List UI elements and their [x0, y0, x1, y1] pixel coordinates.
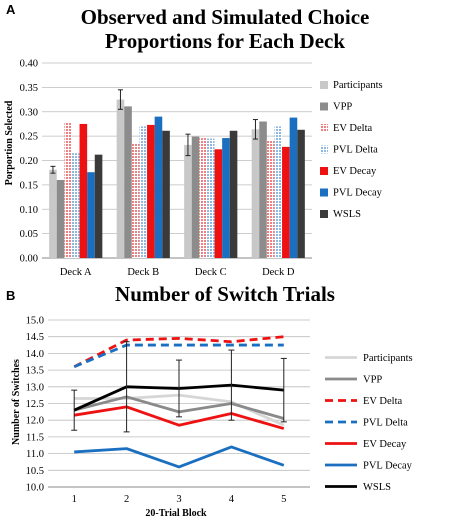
chart-a-ytick-label: 0.05 [20, 229, 38, 240]
bar-deck-a-vpp [56, 180, 65, 258]
chart-a-xtick-label: Deck C [195, 267, 227, 278]
legend-a-swatch-wsls [320, 210, 328, 218]
bar-deck-c-pvl-delta [206, 138, 215, 258]
bar-deck-d-pvl-delta [274, 126, 283, 258]
bar-deck-c-ev-delta [199, 138, 207, 258]
bar-deck-c-participants [184, 144, 192, 258]
chart-b-xtick-label: 1 [72, 494, 77, 505]
bar-deck-c-ev-decay [214, 149, 223, 258]
chart-a-ytick-label: 0.25 [20, 132, 38, 143]
chart-b-ytick-label: 13.5 [26, 366, 44, 377]
chart-b-ytick-label: 15.0 [26, 316, 44, 327]
bar-deck-d-ev-decay [282, 146, 290, 258]
chart-b-plot: 10.0 10.5 11.0 11.5 12.0 12.5 13.0 13.5 14.0 14.5… [26, 316, 310, 505]
chart-b-ytick-label: 13.0 [26, 382, 44, 393]
bar-deck-d-pvl-decay [289, 117, 298, 258]
chart-a-ytick-label: 0.40 [20, 59, 38, 70]
chart-b-xtick-label: 4 [229, 494, 235, 505]
chart-b-ytick-label: 12.5 [26, 399, 44, 410]
bar-deck-d-participants [251, 129, 260, 258]
bar-deck-b-participants [116, 99, 125, 258]
chart-a-ytick-label: 0.15 [20, 180, 38, 191]
chart-a-xtick-label: Deck D [262, 267, 295, 278]
legend-a-swatch-ev-decay [320, 167, 328, 175]
legend-b-label-pvl-delta: PVL Delta [363, 418, 408, 429]
chart-b-ytick-label: 14.0 [26, 349, 44, 360]
legend-b-label-pvl-decay: PVL Decay [363, 461, 413, 472]
bar-deck-d-wsls [297, 129, 305, 258]
legend-b-label-ev-decay: EV Decay [363, 439, 407, 450]
bar-deck-c-wsls [229, 130, 238, 258]
chart-b-ytick-label: 11.0 [26, 449, 44, 460]
legend-a-label-vpp: VPP [333, 102, 352, 113]
line-pvl-decay [74, 445, 285, 469]
chart-a-xtick-label: Deck A [60, 267, 92, 278]
bar-deck-c-vpp [191, 136, 200, 258]
legend-a-swatch-pvl-delta [320, 145, 328, 154]
chart-b-title: Number of Switch Trials [115, 282, 335, 306]
line-pvl-delta [73, 343, 284, 369]
chart-b-ytick-label: 12.0 [26, 416, 44, 427]
legend-a-label-pvl-delta: PVL Delta [333, 145, 378, 156]
legend-a-label-participants: Participants [333, 80, 383, 91]
chart-b-ytick-label: 10.0 [26, 483, 44, 494]
legend-a-swatch-participants [320, 81, 328, 89]
chart-b-ylabel: Number of Switches [11, 359, 22, 445]
chart-a-ytick-label: 0.35 [20, 83, 38, 94]
panel-b-letter: B [6, 288, 15, 303]
bar-deck-c-pvl-decay [222, 138, 230, 258]
chart-b-legend: Participants VPP EV Delta PVL Delta EV Decay… [325, 353, 413, 493]
legend-b-label-wsls: WSLS [363, 482, 391, 493]
bar-deck-a-ev-decay [79, 123, 88, 258]
chart-a-title-line-2: Proportions for Each Deck [105, 29, 345, 53]
chart-a-ylabel: Porportion Selected [4, 100, 15, 185]
legend-b-label-ev-delta: EV Delta [363, 396, 403, 407]
legend-b-label-vpp: VPP [363, 375, 382, 386]
chart-a-ytick-label: 0.00 [20, 254, 38, 265]
legend-a-label-pvl-decay: PVL Decay [333, 188, 383, 199]
bar-deck-b-ev-decay [147, 124, 155, 258]
bar-deck-b-vpp [124, 106, 132, 258]
line-ev-delta [73, 335, 284, 369]
legend-a-label-ev-delta: EV Delta [333, 123, 373, 134]
bar-deck-a-pvl-delta [71, 153, 80, 258]
bar-deck-b-ev-delta [131, 143, 140, 258]
legend-a-label-wsls: WSLS [333, 209, 361, 220]
chart-a-ytick-label: 0.20 [20, 156, 38, 167]
bar-deck-a-ev-delta [64, 122, 72, 258]
bar-deck-d-vpp [259, 121, 267, 258]
bar-deck-b-pvl-delta [139, 126, 148, 258]
chart-a-title-line-1: Observed and Simulated Choice [81, 5, 370, 29]
bar-deck-b-pvl-decay [154, 116, 163, 258]
chart-b-xtick-label: 5 [281, 494, 286, 505]
chart-a-xtick-label: Deck B [127, 267, 159, 278]
chart-b-ytick-label: 10.5 [26, 466, 44, 477]
chart-b-xtick-label: 3 [176, 494, 181, 505]
chart-a-plot: 0.00 0.05 0.10 0.15 0.20 0.25 0.30 0.35 0.40 Deck… [20, 59, 312, 278]
chart-b-ytick-label: 14.5 [26, 332, 44, 343]
legend-a-swatch-vpp [320, 102, 328, 111]
panel-a-letter: A [6, 2, 16, 17]
chart-a-ytick-label: 0.30 [20, 107, 38, 118]
bar-deck-a-wsls [94, 154, 103, 258]
bar-deck-d-ev-delta [266, 140, 275, 258]
chart-a-ytick-label: 0.10 [20, 205, 38, 216]
bar-deck-a-participants [49, 169, 57, 258]
legend-b-label-participants: Participants [363, 353, 413, 364]
chart-b-xtick-label: 2 [124, 494, 129, 505]
bar-deck-b-wsls [162, 130, 170, 258]
line-ev-decay [73, 405, 285, 430]
chart-a-legend: Participants VPP EV Delta PVL Delta EV Decay… [320, 80, 383, 220]
legend-a-label-ev-decay: EV Decay [333, 166, 377, 177]
chart-b-ytick-label: 11.5 [26, 432, 44, 443]
bar-deck-a-pvl-decay [87, 172, 95, 258]
chart-b-xlabel: 20-Trial Block [145, 508, 207, 519]
legend-a-swatch-pvl-decay [320, 188, 328, 197]
legend-a-swatch-ev-delta [320, 124, 328, 132]
